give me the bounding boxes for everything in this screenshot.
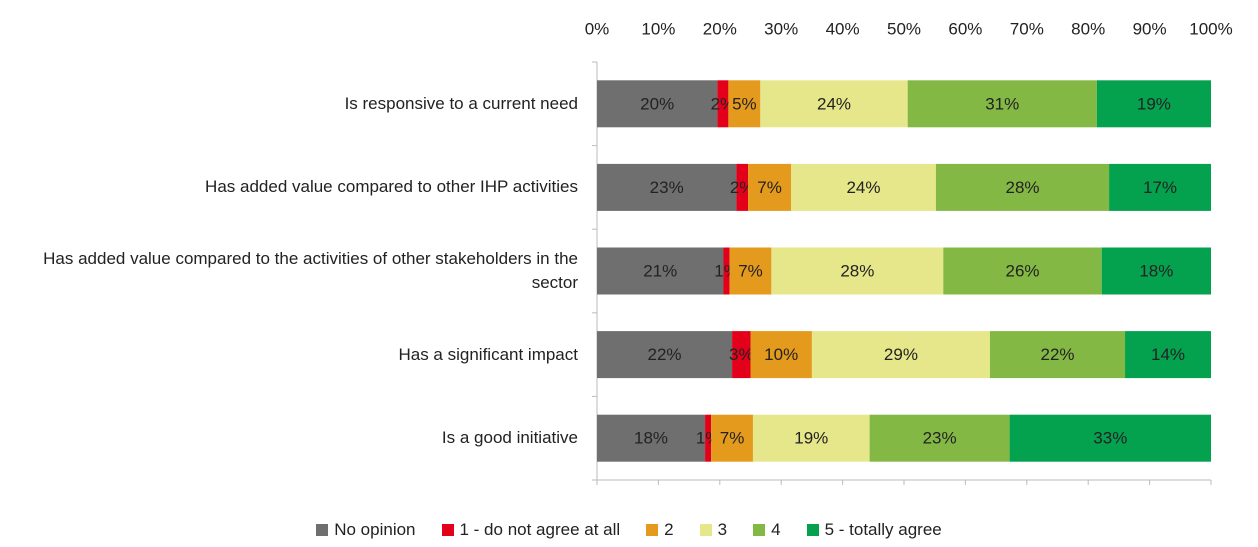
bar-segment	[1101, 247, 1211, 295]
bar-segment	[989, 331, 1126, 379]
data-label: 18%	[634, 429, 668, 448]
bar-segment	[728, 80, 761, 128]
bar-segment	[748, 163, 792, 211]
x-tick-label: 0%	[585, 19, 610, 38]
category-label: Is a good initiative	[441, 428, 578, 448]
bar-segment	[791, 163, 936, 211]
data-label: 21%	[643, 261, 677, 280]
category-label: Is responsive to a current need	[344, 93, 578, 113]
data-label: 22%	[648, 345, 682, 364]
category-label: Has a significant impact	[398, 344, 578, 364]
data-label: 22%	[1040, 345, 1074, 364]
legend-item: 2	[646, 520, 674, 540]
bar-segment	[1109, 163, 1211, 211]
data-label: 24%	[817, 94, 851, 113]
bar-segment	[1009, 414, 1211, 462]
bar-segment	[750, 331, 812, 379]
data-label: 7%	[738, 261, 763, 280]
bar-segment	[811, 331, 990, 379]
bar-segment	[597, 414, 706, 462]
legend-label: 4	[771, 520, 781, 539]
bar-segment	[935, 163, 1110, 211]
data-label: 5%	[732, 94, 757, 113]
x-tick-label: 10%	[641, 19, 675, 38]
x-tick-label: 20%	[703, 19, 737, 38]
data-label: 17%	[1143, 178, 1177, 197]
legend-label: 5 - totally agree	[824, 520, 942, 539]
category-label: Has added value compared to other IHP ac…	[205, 177, 578, 197]
data-label: 29%	[884, 345, 918, 364]
data-label: 24%	[846, 178, 880, 197]
legend-item: 1 - do not agree at all	[441, 520, 621, 540]
bar-segment	[597, 247, 724, 295]
legend-swatch	[699, 524, 712, 536]
bar-segment	[907, 80, 1097, 128]
bar-segment	[597, 163, 737, 211]
legend: No opinion 1 - do not agree at all 2 3 4 5 - …	[0, 520, 1258, 540]
bar-segment	[1096, 80, 1211, 128]
bar-segment	[943, 247, 1102, 295]
x-tick-label: 70%	[1010, 19, 1044, 38]
bar-segment	[760, 80, 908, 128]
data-label: 18%	[1139, 261, 1173, 280]
legend-label: 3	[717, 520, 728, 539]
bar-segment	[771, 247, 944, 295]
bar-segment	[869, 414, 1010, 462]
bar-segment	[723, 247, 730, 295]
x-tick-label: 30%	[764, 19, 798, 38]
legend-item: 3	[699, 520, 728, 540]
legend-item: No opinion	[316, 520, 416, 540]
legend-swatch	[316, 524, 329, 536]
data-label: 10%	[764, 345, 798, 364]
bar-segment	[729, 247, 772, 295]
data-label: 19%	[794, 429, 828, 448]
legend-label: 1 - do not agree at all	[459, 520, 621, 539]
data-label: 20%	[640, 94, 674, 113]
x-tick-label: 80%	[1071, 19, 1105, 38]
bar-segment	[597, 331, 733, 379]
data-label: 28%	[1005, 178, 1039, 197]
data-label: 28%	[840, 261, 874, 280]
legend-item: 5 - totally agree	[806, 520, 942, 540]
x-tick-label: 50%	[887, 19, 921, 38]
bar-segment	[736, 163, 749, 211]
legend-swatch	[646, 524, 659, 536]
legend-label: No opinion	[334, 520, 416, 539]
data-label: 23%	[650, 178, 684, 197]
x-tick-label: 40%	[826, 19, 860, 38]
data-label: 31%	[985, 94, 1019, 113]
category-label: Has added value compared to the activiti…	[43, 249, 578, 292]
x-tick-label: 60%	[948, 19, 982, 38]
data-label: 26%	[1005, 261, 1039, 280]
legend-item: 4	[753, 520, 781, 540]
data-label: 19%	[1137, 94, 1171, 113]
bar-segment	[1125, 331, 1211, 379]
bar-segment	[711, 414, 753, 462]
legend-swatch	[753, 524, 766, 536]
bar-segment	[717, 80, 729, 128]
bar-segment	[705, 414, 712, 462]
data-label: 3%	[729, 345, 754, 364]
x-tick-label: 90%	[1133, 19, 1167, 38]
data-label: 23%	[923, 429, 957, 448]
legend-swatch	[441, 524, 454, 536]
data-label: 7%	[720, 429, 745, 448]
bar-segment	[732, 331, 751, 379]
x-tick-label: 100%	[1189, 19, 1232, 38]
data-label: 33%	[1093, 429, 1127, 448]
legend-swatch	[806, 524, 819, 536]
bar-segment	[597, 80, 718, 128]
legend-label: 2	[664, 520, 674, 539]
data-label: 14%	[1151, 345, 1185, 364]
bar-segment	[752, 414, 870, 462]
data-label: 7%	[757, 178, 782, 197]
